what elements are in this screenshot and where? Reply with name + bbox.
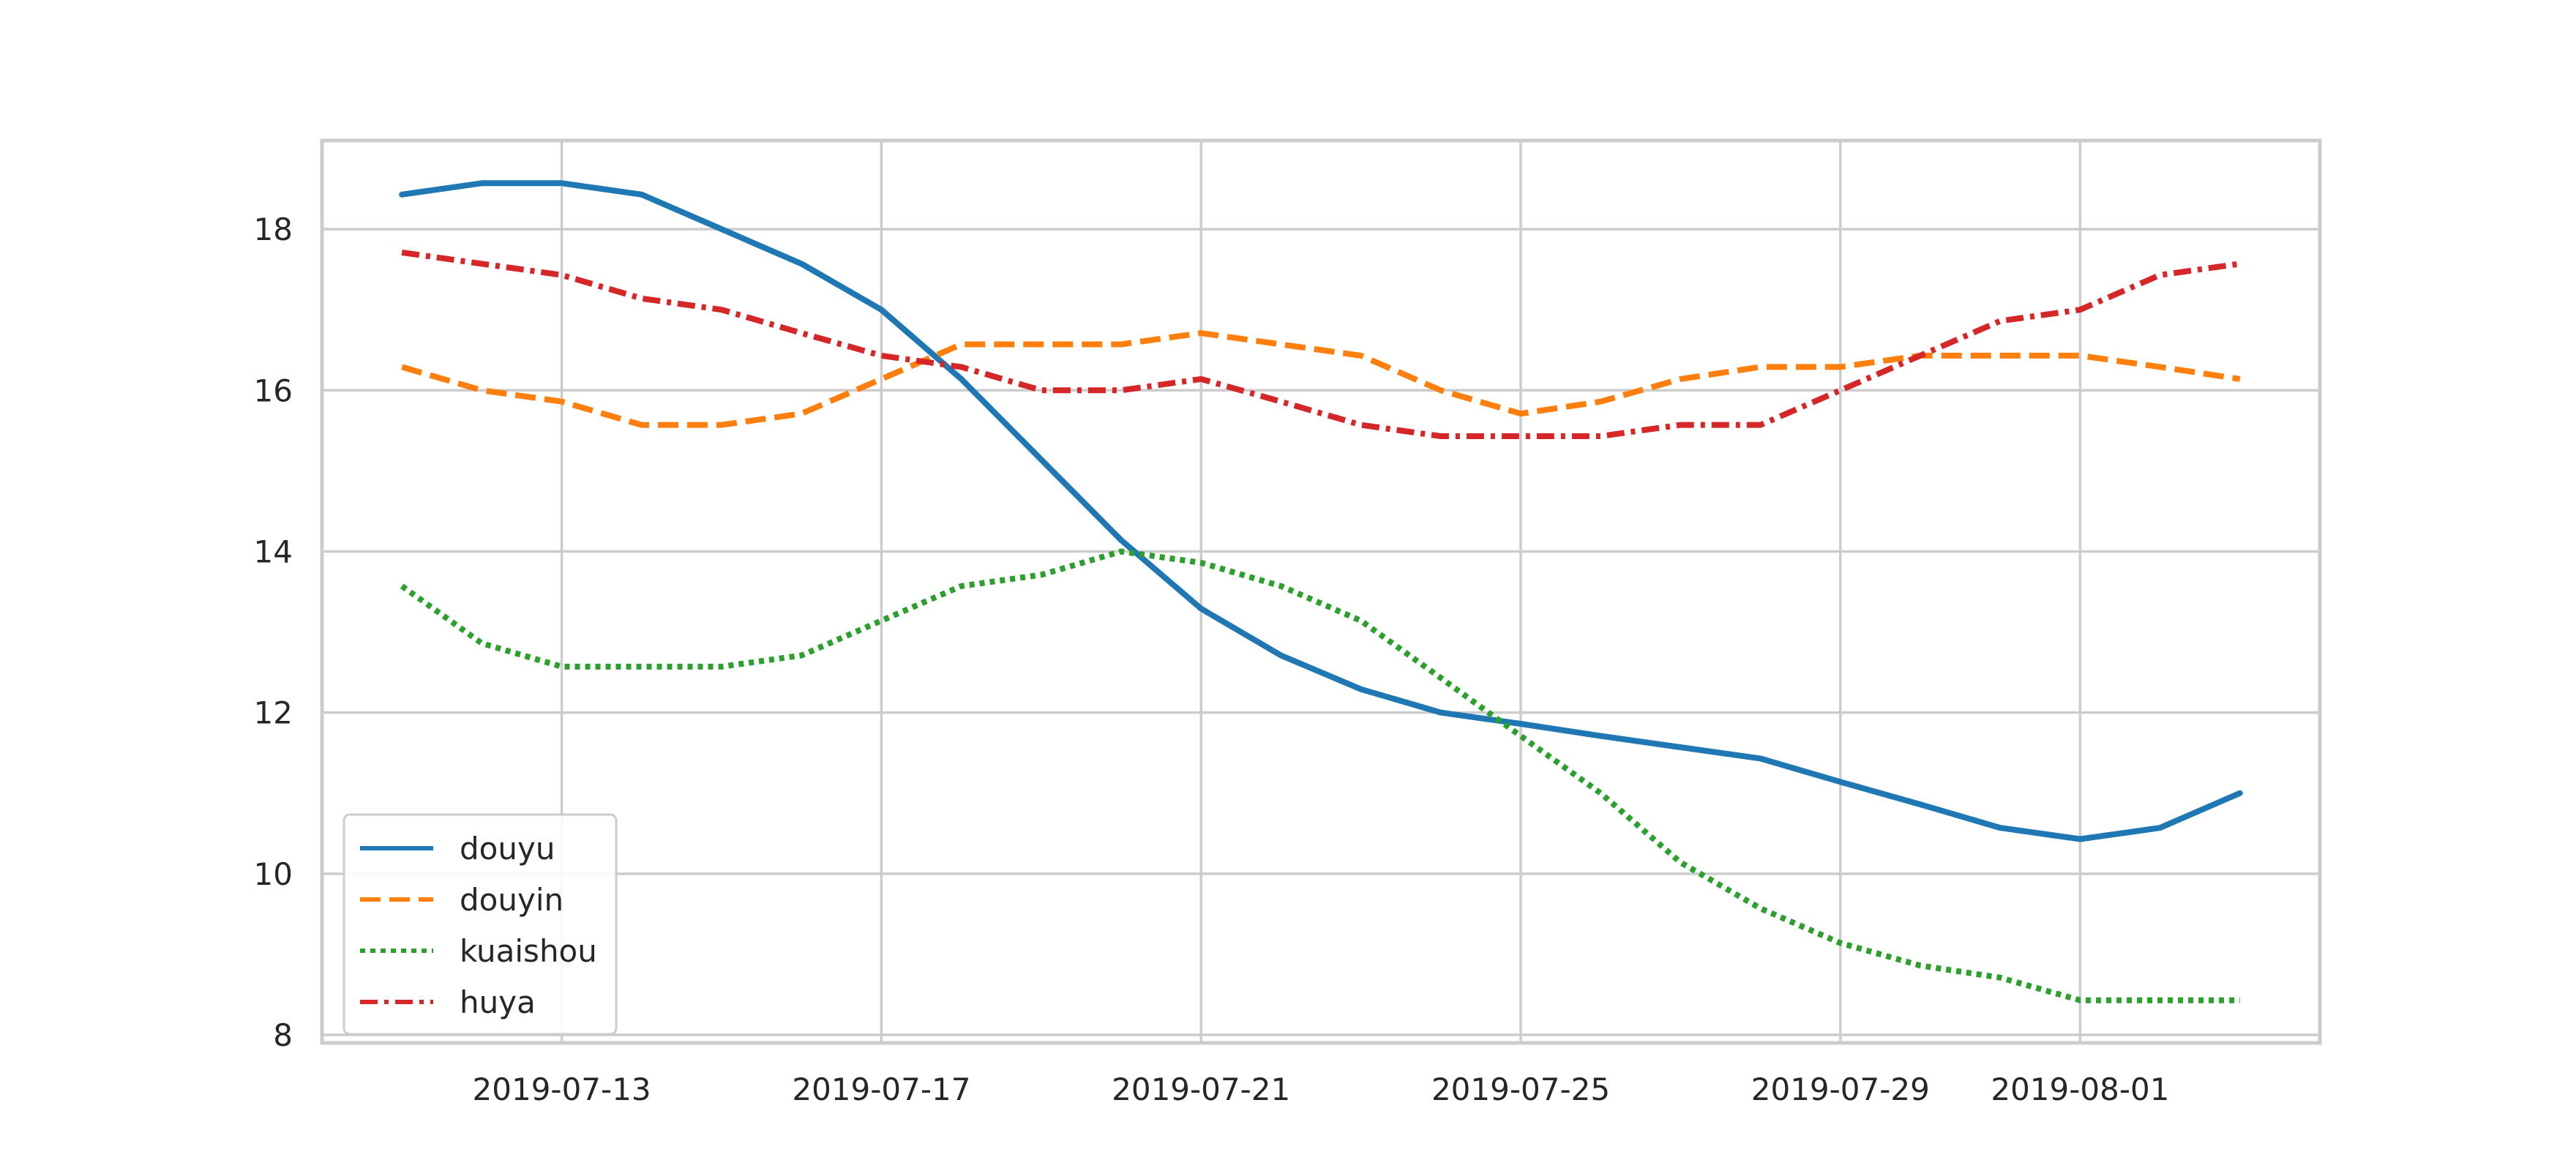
y-tick-label: 18 <box>254 212 293 247</box>
x-tick-label: 2019-07-21 <box>1112 1071 1290 1107</box>
legend-label-douyin: douyin <box>460 882 564 918</box>
grid <box>322 141 2320 1043</box>
series-line-kuaishou <box>400 548 2240 1003</box>
y-tick-label: 14 <box>254 534 293 569</box>
x-tick-label: 2019-07-13 <box>473 1071 651 1107</box>
x-axis-ticks: 2019-07-13 2019-07-17 2019-07-21 2019-07-25… <box>473 1071 2170 1107</box>
x-tick-label: 2019-08-01 <box>1991 1071 2169 1107</box>
legend-label-kuaishou: kuaishou <box>460 933 597 969</box>
y-tick-label: 12 <box>254 695 293 731</box>
legend-label-douyu: douyu <box>460 831 555 867</box>
x-tick-label: 2019-07-29 <box>1751 1071 1930 1107</box>
plot-frame <box>320 138 2322 1045</box>
legend-box <box>342 813 618 1036</box>
y-axis-ticks: 8 10 12 14 16 18 <box>254 212 293 1053</box>
x-tick-label: 2019-07-17 <box>792 1071 970 1107</box>
legend: douyu douyin kuaishou huya <box>342 813 618 1036</box>
legend-label-huya: huya <box>460 984 536 1020</box>
series-line-douyu <box>399 180 2243 842</box>
series-line-douyin <box>401 330 2241 428</box>
y-tick-label: 10 <box>254 856 293 892</box>
y-tick-label: 8 <box>273 1017 293 1053</box>
series-lines <box>399 180 2243 1003</box>
x-tick-label: 2019-07-25 <box>1431 1071 1610 1107</box>
series-line-huya <box>401 250 2241 439</box>
y-tick-label: 16 <box>254 373 293 408</box>
